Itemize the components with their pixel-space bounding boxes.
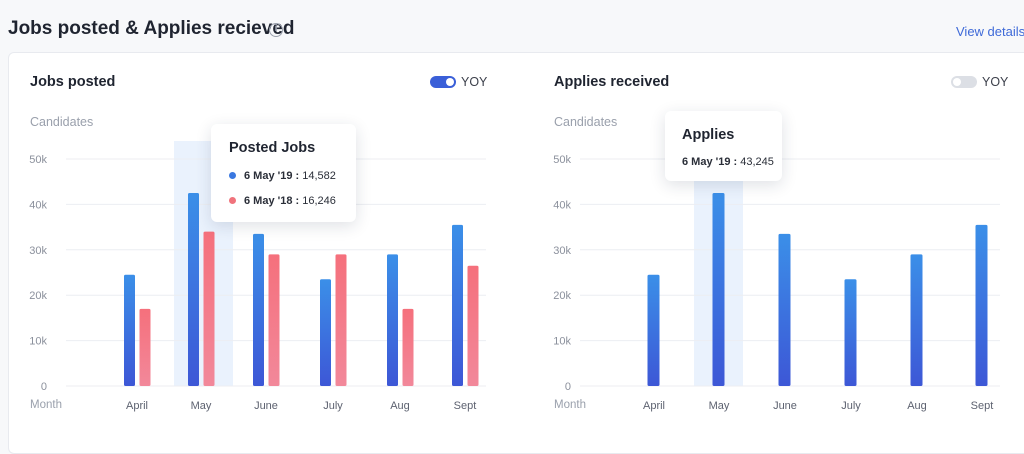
bar-2018[interactable] [402, 308, 414, 386]
x-tick-label: May [709, 400, 730, 412]
view-details-link[interactable]: View details [956, 24, 1024, 39]
bar-2019[interactable] [124, 274, 135, 386]
y-axis-label: Candidates [30, 115, 94, 129]
yoy-toggle[interactable] [430, 76, 456, 88]
bar-2018[interactable] [203, 231, 215, 386]
bar-2019[interactable] [320, 279, 331, 386]
posted-jobs-tooltip: Posted Jobs 6 May '19 : 14,582 6 May '18… [211, 124, 356, 222]
applies-received-plot: 0 10k 20k 30k 40k 50k April May June July Aug Sept [553, 141, 1000, 412]
series-dot-red [229, 196, 236, 204]
y-tick-label: 40k [29, 199, 47, 211]
bar-applies[interactable] [712, 193, 725, 386]
applies-tooltip: Applies 6 May '19 : 43,245 [665, 111, 782, 181]
x-tick-label: July [841, 400, 861, 412]
x-tick-label: Aug [907, 400, 927, 412]
y-tick-label: 10k [553, 336, 571, 348]
y-tick-label: 30k [553, 245, 571, 257]
x-tick-label: June [773, 400, 797, 412]
y-tick-label: 50k [553, 154, 571, 166]
y-axis-label: Candidates [554, 115, 618, 129]
yoy-toggle-label: YOY [461, 75, 488, 89]
x-tick-label: July [323, 400, 343, 412]
panel-title: Applies received [554, 74, 670, 90]
tooltip-row: 6 May '19 : 14,582 [229, 170, 336, 182]
x-tick-label: April [643, 400, 665, 412]
bar-2018[interactable] [335, 254, 347, 386]
y-tick-label: 50k [29, 154, 47, 166]
y-tick-label: 0 [41, 381, 47, 393]
bar-applies[interactable] [844, 279, 857, 386]
x-tick-label: April [126, 400, 148, 412]
bar-2019[interactable] [188, 193, 199, 386]
bar-2019[interactable] [387, 254, 398, 386]
yoy-toggle-label: YOY [982, 75, 1009, 89]
y-tick-label: 0 [565, 381, 571, 393]
page-title: Jobs posted & Applies recieved [8, 18, 295, 39]
series-dot-blue [229, 171, 236, 179]
tooltip-row: 6 May '19 : 43,245 [682, 156, 774, 168]
tooltip-title: Applies [682, 127, 735, 143]
bar-applies[interactable] [910, 254, 923, 386]
bar-2019[interactable] [452, 224, 463, 386]
yoy-toggle[interactable] [951, 76, 977, 88]
bar-2018[interactable] [139, 308, 151, 386]
bar-2018[interactable] [268, 254, 280, 386]
y-tick-label: 10k [29, 336, 47, 348]
bar-applies[interactable] [778, 233, 791, 386]
tooltip-title: Posted Jobs [229, 140, 316, 156]
toggle-knob [953, 78, 961, 86]
x-tick-label: Sept [454, 400, 477, 412]
toggle-knob [446, 78, 454, 86]
x-axis-label: Month [554, 399, 586, 411]
y-tick-label: 30k [29, 245, 47, 257]
x-tick-label: Sept [971, 400, 994, 412]
x-axis-label: Month [30, 399, 62, 411]
tooltip-row: 6 May '18 : 16,246 [229, 195, 336, 207]
x-tick-label: May [191, 400, 212, 412]
info-icon[interactable]: i [269, 23, 283, 37]
bar-2018[interactable] [467, 265, 479, 386]
bar-applies[interactable] [975, 224, 988, 386]
y-tick-label: 20k [29, 290, 47, 302]
x-tick-label: Aug [390, 400, 410, 412]
y-tick-label: 20k [553, 290, 571, 302]
panel-title: Jobs posted [30, 74, 116, 90]
bar-2019[interactable] [253, 233, 264, 386]
x-tick-label: June [254, 400, 278, 412]
bar-applies[interactable] [647, 274, 660, 386]
y-tick-label: 40k [553, 199, 571, 211]
